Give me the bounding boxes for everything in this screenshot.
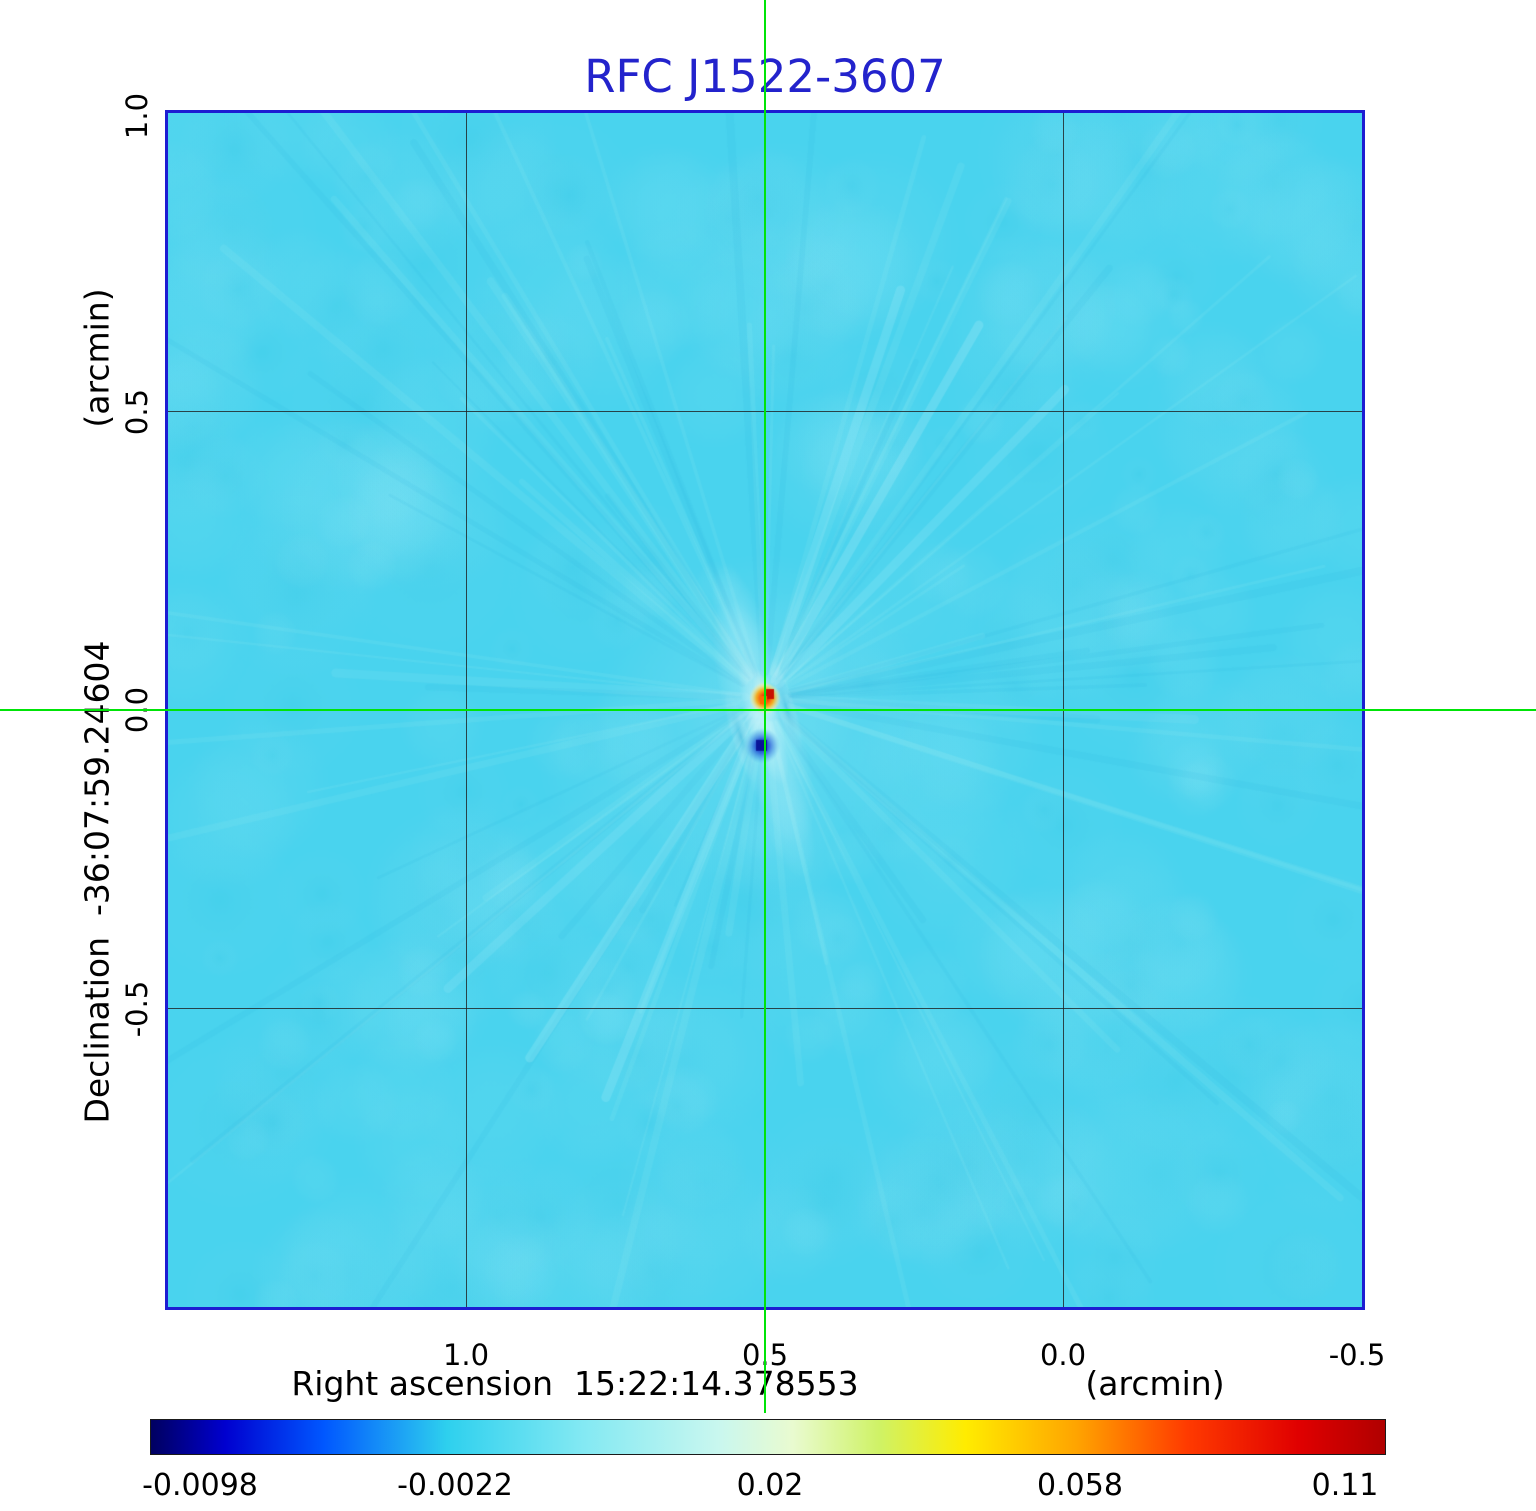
y-axis-title: Declination -36:07:59.24604 xyxy=(77,640,117,1124)
x-tick-label: 0.0 xyxy=(1039,1338,1087,1372)
colorbar-tick-label: -0.0022 xyxy=(397,1468,513,1503)
crosshair-vertical xyxy=(764,0,766,1413)
y-axis-unit-label: (arcmin) xyxy=(77,288,117,428)
y-tick-label: -0.5 xyxy=(120,980,154,1038)
colorbar-tick-label: 0.02 xyxy=(736,1468,804,1503)
x-tick-label: -0.5 xyxy=(1328,1338,1386,1372)
chart-title: RFC J1522-3607 xyxy=(584,50,946,103)
crosshair-horizontal xyxy=(0,709,1536,711)
y-tick-label: 1.0 xyxy=(120,92,154,140)
x-tick-label: 1.0 xyxy=(442,1338,490,1372)
colorbar-tick-label: -0.0098 xyxy=(142,1468,258,1503)
x-axis-title: Right ascension 15:22:14.378553 xyxy=(291,1364,859,1403)
colorbar xyxy=(150,1419,1386,1455)
colorbar-gradient xyxy=(151,1420,1385,1454)
x-axis-unit-label: (arcmin) xyxy=(1085,1364,1225,1403)
y-tick-label: 0.5 xyxy=(120,388,154,436)
colorbar-tick-label: 0.058 xyxy=(1037,1468,1123,1503)
colorbar-tick-label: 0.11 xyxy=(1311,1468,1379,1503)
